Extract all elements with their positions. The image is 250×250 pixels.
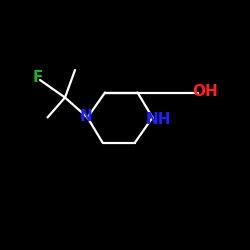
Text: F: F [32, 70, 43, 85]
Text: NH: NH [146, 112, 172, 128]
Text: OH: OH [192, 84, 218, 99]
Text: N: N [80, 109, 92, 124]
